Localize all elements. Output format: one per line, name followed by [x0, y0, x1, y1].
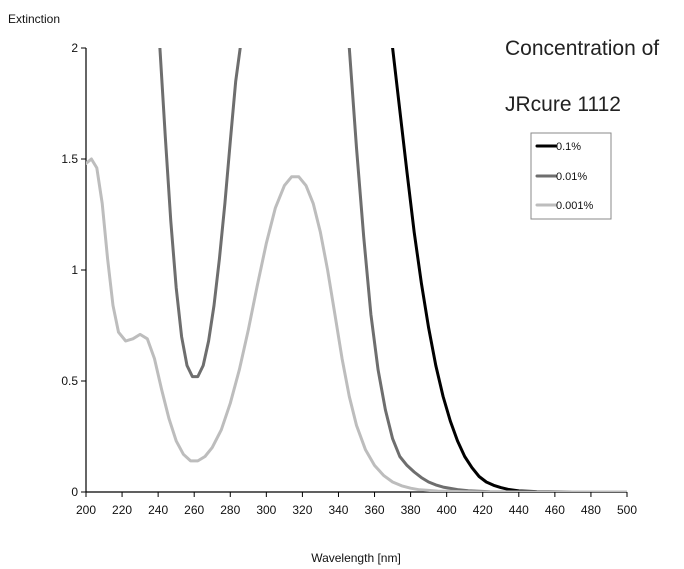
x-tick-label: 220: [112, 503, 132, 517]
axes: 200 220 240 260 280 300 320 340 360 380 400 420 440 4…: [61, 41, 637, 517]
x-axis-label: Wavelength [nm]: [311, 551, 401, 565]
x-tick-label: 320: [292, 503, 312, 517]
y-tick-label: 0.5: [61, 374, 78, 388]
y-tick-label: 1: [71, 263, 78, 277]
series-lines: [86, 48, 627, 492]
chart-title-line-1: Concentration of: [505, 37, 659, 60]
series-line-0: [391, 48, 627, 492]
x-tick-label: 300: [256, 503, 276, 517]
x-tick-label: 400: [437, 503, 457, 517]
series-line-2: [86, 157, 627, 492]
x-tick-label: 240: [148, 503, 168, 517]
y-tick-label: 0: [71, 485, 78, 499]
chart-title-line-2: JRcure 1112: [505, 93, 621, 116]
x-tick-label: 460: [545, 503, 565, 517]
x-tick-label: 340: [328, 503, 348, 517]
legend-label-0: 0.1%: [556, 141, 581, 153]
x-tick-label: 280: [220, 503, 240, 517]
x-tick-label: 420: [473, 503, 493, 517]
legend: 0.1% 0.01% 0.001%: [530, 132, 612, 220]
x-tick-label: 440: [509, 503, 529, 517]
x-tick-label: 380: [401, 503, 421, 517]
y-tick-label: 1.5: [61, 152, 78, 166]
x-tick-label: 200: [76, 503, 96, 517]
x-tick-label: 260: [184, 503, 204, 517]
y-axis-label: Extinction: [8, 12, 60, 26]
x-tick-label: 500: [617, 503, 637, 517]
legend-label-2: 0.001%: [556, 200, 594, 212]
x-tick-label: 480: [581, 503, 601, 517]
x-tick-label: 360: [365, 503, 385, 517]
legend-label-1: 0.01%: [556, 171, 587, 183]
y-tick-label: 2: [71, 41, 78, 55]
